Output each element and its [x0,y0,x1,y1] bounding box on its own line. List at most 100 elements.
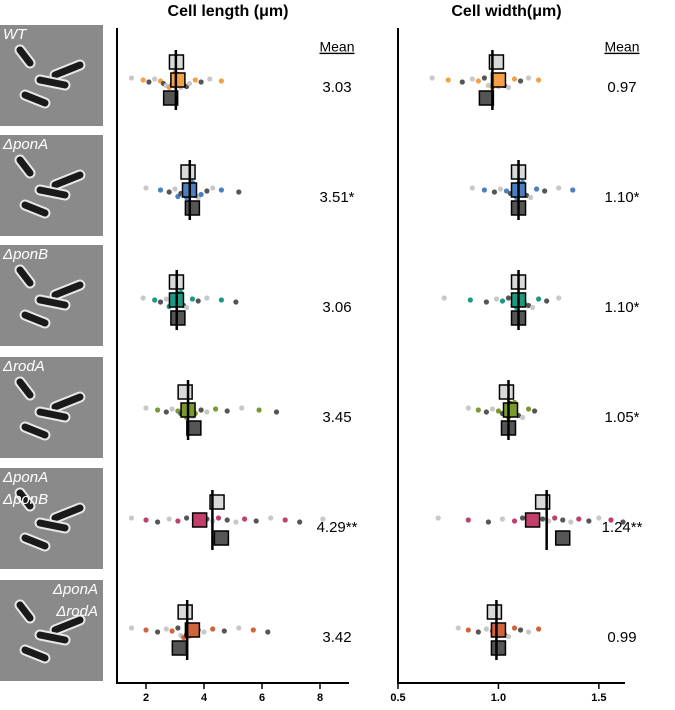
replicate-mean [502,402,519,418]
replicate-mean [177,604,193,620]
data-point [475,629,481,635]
data-point [204,188,210,194]
data-point [143,185,149,191]
data-point [556,295,562,301]
mean-label: 3.45 [322,409,351,426]
data-point [465,627,471,633]
data-point [608,517,614,523]
x-tick-label: 1.5 [591,692,606,704]
replicate-mean [524,512,541,528]
data-point [204,295,210,301]
data-point [596,515,602,521]
mean-label: 1.10* [604,189,639,206]
replicate-mean [184,200,201,216]
mean-label: 1.24** [602,519,643,536]
cell [51,616,84,634]
chart-title: Cell length (μm) [168,3,289,20]
mean-label: 0.99 [607,629,636,646]
data-point [429,75,435,81]
data-point [527,194,534,201]
data-point [620,519,626,525]
chart-title: Cell width(μm) [451,3,561,20]
data-point [570,187,576,193]
cell [16,156,34,177]
data-point [525,629,532,635]
data-point [169,406,175,412]
strain-label: ΔponA [2,469,48,486]
strain-label: ΔponA [52,581,98,598]
data-point [542,188,548,194]
x-tick-label: 4 [201,692,208,704]
replicate-mean [184,622,201,638]
data-point [467,297,473,303]
cell [21,646,49,662]
data-point [525,75,532,81]
data-point [233,299,239,305]
data-point [536,626,542,632]
data-point [221,628,227,634]
data-point [224,408,230,414]
data-point [568,519,574,525]
replicate-mean [554,530,571,546]
data-point [493,296,500,302]
replicate-mean [191,512,208,528]
data-point [483,409,489,415]
data-point [236,189,242,195]
strain-label: ΔponB [2,491,48,508]
data-point [505,633,512,640]
data-point [445,77,451,83]
data-point [469,76,475,82]
replicate-mean [213,530,230,546]
data-point [465,405,471,411]
data-point [536,296,542,302]
x-tick-label: 0.5 [390,692,405,704]
data-point [586,518,592,524]
mean-label: 1.05* [604,409,639,426]
data-point [210,626,216,632]
replicate-mean [171,640,188,656]
data-point [576,516,582,522]
data-point [253,518,259,524]
replicate-mean [498,384,515,400]
strain-label: ΔrodA [2,358,45,375]
data-point [163,409,169,415]
data-point [198,191,204,198]
data-point [499,298,506,304]
data-point [192,77,198,83]
data-point [143,405,149,411]
data-point [201,629,207,635]
cell [51,504,84,522]
data-point [481,187,487,193]
cell [21,311,49,327]
data-point [475,78,481,84]
replicate-mean [490,622,507,638]
data-point [146,79,152,85]
data-point [529,304,536,311]
x-tick-label: 1.0 [491,692,506,704]
data-point [236,625,242,631]
cell [16,378,34,399]
data-point [511,518,518,524]
cell [21,91,49,107]
mean-header: Mean [319,39,354,55]
cell [51,171,84,189]
strain-label: WT [3,26,28,43]
replicate-mean [177,384,193,400]
strain-label: ΔponA [2,136,48,153]
cell [21,534,49,550]
data-point [483,626,489,632]
cell [16,46,34,67]
data-point [143,517,149,523]
data-point [556,185,562,191]
data-point [469,185,475,191]
data-point [297,519,303,525]
data-point [157,299,164,305]
data-point [485,519,491,525]
mean-header: Mean [604,39,639,55]
cell [16,489,34,510]
data-point [166,516,172,522]
mean-label: 3.51* [319,189,354,206]
data-point [560,517,566,523]
data-point [250,627,256,633]
data-point [218,187,224,193]
